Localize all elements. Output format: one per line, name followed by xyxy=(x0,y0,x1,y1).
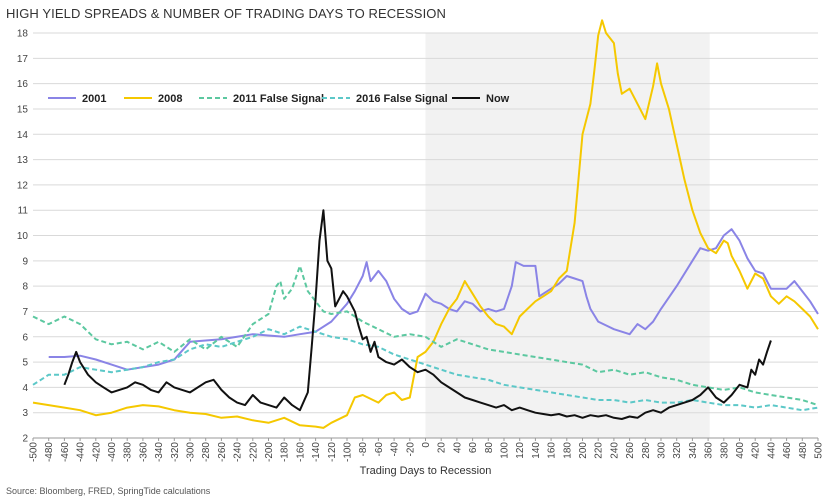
legend-label: 2011 False Signal xyxy=(233,93,324,105)
x-tick-label: 80 xyxy=(484,442,495,454)
y-tick-label: 9 xyxy=(22,256,28,267)
y-tick-label: 8 xyxy=(22,282,28,293)
x-tick-label: -40 xyxy=(390,442,401,457)
x-tick-label: -240 xyxy=(233,442,244,462)
y-tick-label: 3 xyxy=(22,408,28,419)
x-tick-label: -200 xyxy=(264,442,275,462)
x-tick-label: 140 xyxy=(531,442,542,459)
y-tick-label: 6 xyxy=(22,332,28,343)
x-tick-label: -440 xyxy=(76,442,87,462)
x-tick-label: 420 xyxy=(751,442,762,459)
legend-label: 2001 xyxy=(82,93,106,105)
x-tick-label: 400 xyxy=(735,442,746,459)
x-tick-label: -320 xyxy=(170,442,181,462)
x-tick-label: -140 xyxy=(311,442,322,462)
y-tick-label: 17 xyxy=(17,54,29,65)
x-tick-label: 240 xyxy=(609,442,620,459)
x-tick-label: -400 xyxy=(107,442,118,462)
x-tick-label: 300 xyxy=(657,442,668,459)
legend-label: 2008 xyxy=(158,93,182,105)
x-tick-label: 320 xyxy=(672,442,683,459)
x-tick-label: 500 xyxy=(814,442,825,459)
series-line-2016-false-signal xyxy=(32,325,819,412)
x-tick-label: 60 xyxy=(468,442,479,454)
y-tick-label: 7 xyxy=(22,307,28,318)
series-line-2001 xyxy=(48,228,819,371)
x-tick-label: -20 xyxy=(405,442,416,457)
x-tick-label: -160 xyxy=(295,442,306,462)
x-tick-label: -420 xyxy=(91,442,102,462)
x-tick-label: 200 xyxy=(578,442,589,459)
x-tick-label: -480 xyxy=(44,442,55,462)
x-tick-label: 280 xyxy=(641,442,652,459)
x-tick-label: 160 xyxy=(547,442,558,459)
x-tick-label: 0 xyxy=(421,442,432,448)
y-axis-tick-labels: 2 3 4 5 6 7 8 9 10 11 12 13 14 15 16 17 18 xyxy=(17,29,29,445)
x-tick-label: 260 xyxy=(625,442,636,459)
y-tick-label: 5 xyxy=(22,358,28,369)
y-tick-label: 11 xyxy=(18,206,29,217)
y-tick-label: 14 xyxy=(17,130,29,141)
x-tick-label: -80 xyxy=(358,442,369,457)
x-tick-label: 120 xyxy=(515,442,526,459)
x-tick-label: -300 xyxy=(186,442,197,462)
legend-label: 2016 False Signal xyxy=(356,93,448,105)
series-line-now xyxy=(63,209,772,420)
x-tick-label: 440 xyxy=(766,442,777,459)
chart-title: HIGH YIELD SPREADS & NUMBER OF TRADING D… xyxy=(6,6,446,21)
x-tick-label: -280 xyxy=(201,442,212,462)
x-tick-label: -120 xyxy=(327,442,338,462)
x-tick-label: 100 xyxy=(500,442,511,459)
y-tick-label: 13 xyxy=(17,155,29,166)
y-tick-label: 2 xyxy=(22,434,28,445)
x-tick-label: -460 xyxy=(60,442,71,462)
series-lines xyxy=(32,19,819,429)
x-tick-label: -340 xyxy=(154,442,165,462)
x-tick-label: -500 xyxy=(29,442,40,462)
legend-label: Now xyxy=(486,93,510,105)
x-tick-label: -180 xyxy=(280,442,291,462)
x-tick-label: 40 xyxy=(452,442,463,454)
y-tick-label: 4 xyxy=(22,383,28,394)
x-tick-label: 380 xyxy=(719,442,730,459)
x-tick-label: -380 xyxy=(123,442,134,462)
x-tick-label: 460 xyxy=(782,442,793,459)
x-tick-label: -220 xyxy=(248,442,259,462)
x-tick-label: 480 xyxy=(798,442,809,459)
x-tick-label: -260 xyxy=(217,442,228,462)
x-tick-label: 180 xyxy=(562,442,573,459)
y-tick-label: 16 xyxy=(17,79,29,90)
x-tick-label: -60 xyxy=(374,442,385,457)
x-tick-label: 20 xyxy=(437,442,448,454)
x-tick-label: -100 xyxy=(343,442,354,462)
source-note: Source: Bloomberg, FRED, SpringTide calc… xyxy=(6,486,211,496)
x-axis-tick-labels: -500 -480 -460 -440 -420 -400 -380 -360 -340 -320… xyxy=(29,438,825,462)
x-tick-label: 360 xyxy=(704,442,715,459)
x-tick-label: 220 xyxy=(594,442,605,459)
series-line-2008 xyxy=(32,19,819,429)
x-tick-label: 340 xyxy=(688,442,699,459)
series-line-2011-false-signal xyxy=(32,264,819,407)
legend: 2001 2008 2011 False Signal 2016 False Sign… xyxy=(48,93,510,105)
y-tick-label: 18 xyxy=(17,29,29,40)
y-tick-label: 15 xyxy=(17,104,29,115)
x-tick-label: -360 xyxy=(138,442,149,462)
y-tick-label: 10 xyxy=(17,231,29,242)
x-axis-title: Trading Days to Recession xyxy=(360,465,492,477)
y-tick-label: 12 xyxy=(17,180,29,191)
